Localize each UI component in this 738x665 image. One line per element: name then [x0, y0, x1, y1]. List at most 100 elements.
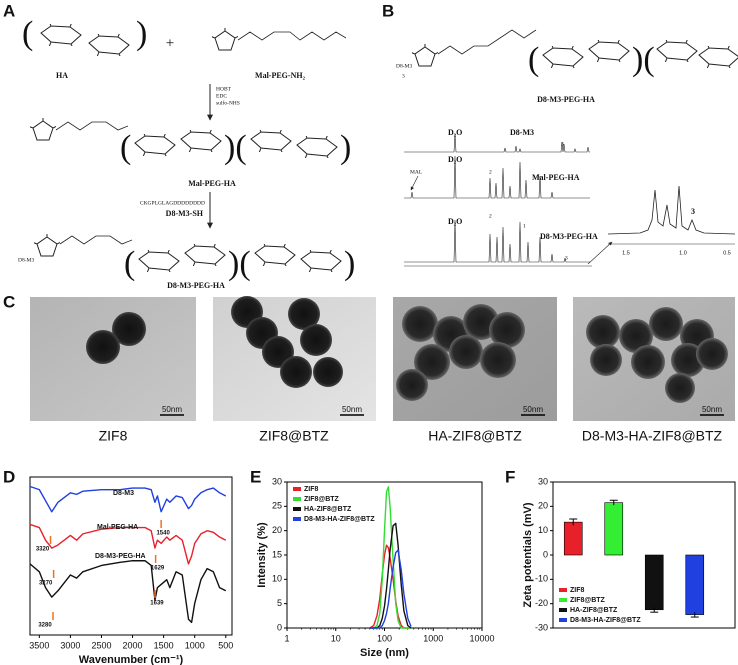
sugar-ring [89, 31, 129, 58]
bracket: )( [224, 129, 247, 166]
series-line [29, 485, 227, 513]
y-tick-label: -10 [535, 574, 548, 584]
nanoparticle [586, 315, 620, 349]
compound-label: Mal-PEG-HA [188, 179, 236, 188]
x-tick-label: 1000 [185, 640, 205, 650]
compound-label: D8-M3-PEG-HA [537, 95, 595, 104]
x-tick-label: 1000 [423, 633, 443, 643]
compound-label: HA [56, 71, 68, 80]
panel-label: B [382, 1, 394, 20]
y-tick-label: 30 [272, 476, 282, 486]
sugar-ring [297, 133, 337, 160]
x-axis-title: Size (nm) [360, 647, 409, 659]
legend-label: D8-M3-HA-ZIF8@BTZ [570, 617, 641, 624]
series-line [369, 486, 412, 629]
legend-label: HA-ZIF8@BTZ [304, 506, 352, 513]
peak-label: 2 [489, 169, 492, 175]
nmr-spectra [404, 133, 590, 263]
nanoparticle [665, 373, 695, 403]
x-tick-label: 2000 [123, 640, 143, 650]
bracket: ) [340, 129, 351, 166]
legend-swatch [293, 487, 301, 491]
peak-annotation: 1629 [151, 566, 165, 572]
peak-label: 3 [691, 207, 695, 216]
scale-bar-label: 50nm [342, 405, 362, 414]
y-tick-label: 30 [538, 476, 548, 486]
compound-label: Mal-PEG-NH₂ [255, 71, 306, 80]
panel-label: A [3, 1, 15, 20]
peak-annotation: 3320 [36, 547, 50, 553]
substituent: D8-M3 [396, 63, 412, 69]
x-tick-label: 1500 [154, 640, 174, 650]
x-tick-label: 100 [377, 633, 392, 643]
repeat: 3 [402, 73, 405, 79]
spectrum-label: D8-M3-PEG-HA [540, 232, 598, 241]
legend-swatch [293, 507, 301, 511]
bracket: ) [344, 245, 355, 282]
bracket: )( [632, 41, 655, 78]
peg-chain [55, 121, 129, 131]
scale-bar-label: 50nm [162, 405, 182, 414]
bar [604, 502, 624, 556]
inset-tick-label: 1.5 [622, 250, 630, 256]
nanoparticle [280, 356, 312, 388]
panel-label: D [3, 467, 15, 486]
series-line [29, 523, 227, 565]
inset-tick-label: 1.0 [679, 250, 687, 256]
y-axis-title: Intensity (%) [256, 522, 268, 588]
maleimide [410, 42, 439, 66]
legend-swatch [559, 588, 567, 592]
solvent-label: D₂O [448, 128, 462, 137]
sample-label: ZIF8@BTZ [259, 428, 329, 444]
sugar-ring [543, 43, 583, 70]
series-label: D8-M3-PEG-HA [95, 553, 146, 560]
nmr-trace [404, 219, 590, 263]
reagent: D8-M3-SH [166, 209, 204, 218]
spectrum-label: Mal-PEG-HA [532, 173, 580, 182]
peak-label: 1 [537, 173, 540, 179]
series-line [369, 549, 412, 629]
legend-label: HA-ZIF8@BTZ [570, 607, 618, 614]
nanoparticle [288, 298, 320, 330]
bracket: ( [120, 129, 131, 166]
sugar-ring [41, 21, 81, 48]
nanoparticle [449, 335, 483, 369]
sugar-ring [251, 127, 291, 154]
nanoparticle [300, 324, 332, 356]
y-tick-label: 20 [538, 501, 548, 511]
bracket: ( [124, 245, 135, 282]
series-label: D8-M3 [113, 490, 134, 497]
legend-swatch [293, 497, 301, 501]
scale-bar-label: 50nm [702, 405, 722, 414]
sugar-ring [301, 247, 341, 274]
marker-label: MAL [410, 169, 423, 175]
sugar-ring [185, 241, 225, 268]
nanoparticle [590, 344, 622, 376]
bracket: ( [528, 41, 539, 78]
legend-label: ZIF8@BTZ [570, 597, 606, 604]
sugar-ring [589, 37, 629, 64]
nanoparticle [402, 306, 438, 342]
nanoparticle [631, 345, 665, 379]
zoom-arrow [587, 241, 613, 265]
inset-tick-label: 0.5 [723, 250, 731, 256]
bracket: ) [136, 15, 147, 52]
peak-label: 1 [523, 223, 526, 229]
legend-label: D8-M3-HA-ZIF8@BTZ [304, 516, 375, 523]
y-axis-title: Zeta potentials (mV) [522, 502, 534, 607]
scale-bars: 50nm 50nm 50nm 50nm [160, 405, 724, 416]
sugar-ring [699, 43, 738, 70]
x-tick-label: 500 [218, 640, 233, 650]
y-tick-label: -20 [535, 598, 548, 608]
sample-label: D8-M3-HA-ZIF8@BTZ [582, 428, 723, 444]
series-line [29, 560, 227, 624]
reagent: sulfo-NHS [216, 99, 240, 106]
maleimide [28, 116, 57, 140]
nmr-trace [404, 133, 590, 153]
legend-label: ZIF8@BTZ [304, 496, 340, 503]
peak-annotation: 3280 [38, 623, 52, 629]
x-tick-label: 1 [284, 633, 289, 643]
sample-label: HA-ZIF8@BTZ [428, 428, 522, 444]
